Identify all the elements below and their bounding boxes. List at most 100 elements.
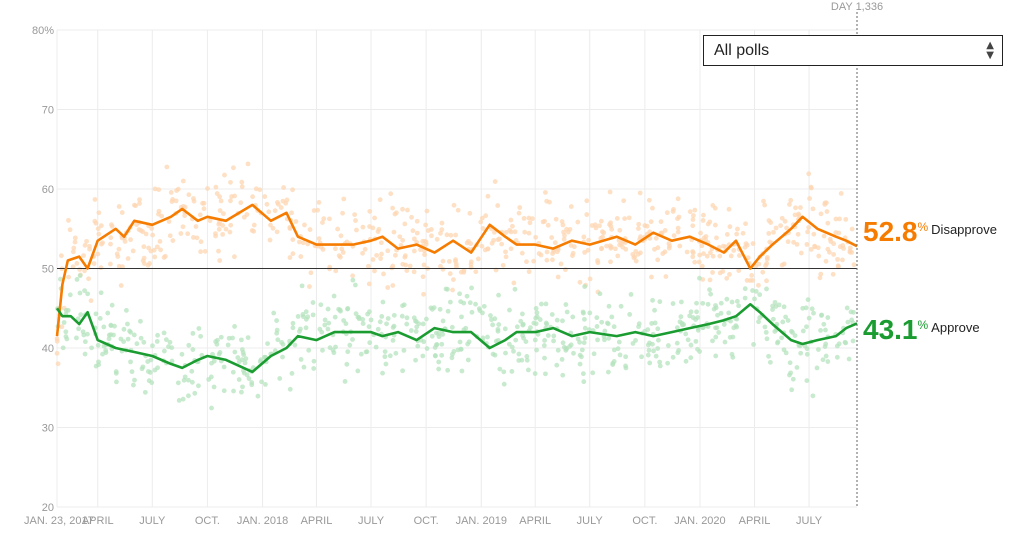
poll-dot <box>516 351 522 357</box>
poll-dot <box>554 317 560 323</box>
poll-dot <box>565 229 571 235</box>
poll-dot <box>790 376 796 382</box>
poll-dot <box>305 314 311 320</box>
poll-dot <box>176 398 182 403</box>
poll-dot <box>302 222 307 228</box>
poll-dot <box>109 302 115 308</box>
poll-dot <box>827 236 833 242</box>
poll-dot <box>726 206 732 212</box>
poll-dot <box>581 340 587 346</box>
poll-dot <box>196 326 202 331</box>
poll-dot <box>87 243 92 249</box>
poll-dot <box>217 258 223 263</box>
poll-dot <box>468 259 474 265</box>
poll-dot <box>511 348 516 354</box>
poll-dot <box>683 358 689 364</box>
poll-dot <box>490 322 496 328</box>
poll-dot <box>385 248 391 254</box>
y-tick-label: 30 <box>42 423 54 435</box>
poll-dot <box>352 282 358 288</box>
poll-dot <box>230 369 236 375</box>
poll-dot <box>239 389 244 395</box>
poll-dot <box>378 240 384 246</box>
poll-dot <box>555 347 561 353</box>
poll-dot <box>58 253 64 259</box>
poll-dot <box>743 221 748 227</box>
y-tick-label: 20 <box>42 502 54 514</box>
poll-dot <box>167 233 173 239</box>
poll-dot <box>489 317 494 323</box>
poll-dot <box>59 324 65 330</box>
poll-dot <box>544 249 550 255</box>
poll-dot <box>526 269 532 275</box>
poll-dot <box>608 259 613 265</box>
poll-dot <box>391 312 397 318</box>
poll-dot <box>125 256 131 261</box>
poll-dot <box>432 353 438 358</box>
poll-dot <box>383 361 389 367</box>
poll-dot <box>710 203 716 208</box>
poll-dot <box>67 227 73 233</box>
poll-dot <box>756 319 761 325</box>
poll-dot <box>584 198 590 204</box>
poll-dot <box>533 306 539 311</box>
poll-dot <box>228 198 233 204</box>
poll-dot <box>649 274 654 280</box>
poll-dot <box>180 224 186 230</box>
poll-dot <box>82 351 88 357</box>
poll-dot <box>526 230 532 236</box>
poll-dot <box>362 246 368 252</box>
poll-dot <box>636 324 641 330</box>
poll-dot <box>830 271 836 277</box>
poll-dot <box>718 300 724 306</box>
poll-dot <box>532 371 538 376</box>
poll-dot <box>201 206 207 212</box>
poll-dot <box>705 301 711 307</box>
poll-dot <box>61 320 67 325</box>
poll-dot <box>563 302 569 307</box>
poll-dot <box>753 289 759 294</box>
poll-dot <box>341 318 347 323</box>
poll-dot <box>240 384 245 390</box>
poll-dot <box>750 288 755 293</box>
poll-dot <box>311 208 317 213</box>
poll-dot <box>561 229 566 235</box>
poll-dot <box>793 205 798 211</box>
x-tick-label: OCT. <box>195 515 220 527</box>
poll-dot <box>131 382 136 388</box>
poll-dot <box>89 345 94 351</box>
poll-dot <box>128 237 133 243</box>
poll-dot <box>697 252 703 258</box>
poll-dot <box>611 324 617 330</box>
poll-dot <box>678 314 684 320</box>
poll-dot <box>455 347 461 353</box>
poll-dot <box>492 229 497 235</box>
poll-dot <box>818 211 824 217</box>
poll-dot <box>810 206 816 212</box>
poll-dot <box>835 256 840 262</box>
poll-dot <box>734 316 740 322</box>
poll-dot <box>138 335 144 341</box>
poll-dot <box>77 273 83 279</box>
poll-dot <box>205 186 210 191</box>
poll-dot <box>332 314 338 320</box>
y-tick-label: 60 <box>42 184 54 196</box>
poll-dot <box>592 222 598 228</box>
poll-dot <box>416 321 422 327</box>
x-tick-label: JAN. 2019 <box>456 515 507 527</box>
poll-dot <box>553 216 559 222</box>
poll-dot <box>244 372 250 378</box>
poll-dot <box>132 202 137 208</box>
poll-dot <box>316 200 322 205</box>
poll-filter-select[interactable]: All polls ▲ ▼ <box>703 35 1003 66</box>
poll-dot <box>675 350 681 356</box>
poll-dot <box>449 324 455 330</box>
poll-dot <box>710 270 715 275</box>
poll-dot <box>837 216 842 222</box>
poll-dot <box>558 261 564 267</box>
poll-dot <box>604 243 609 249</box>
current-disapprove: 52.8% Disapprove <box>863 216 997 248</box>
poll-dot <box>244 212 250 217</box>
poll-dot <box>101 324 107 330</box>
poll-dot <box>287 226 293 231</box>
